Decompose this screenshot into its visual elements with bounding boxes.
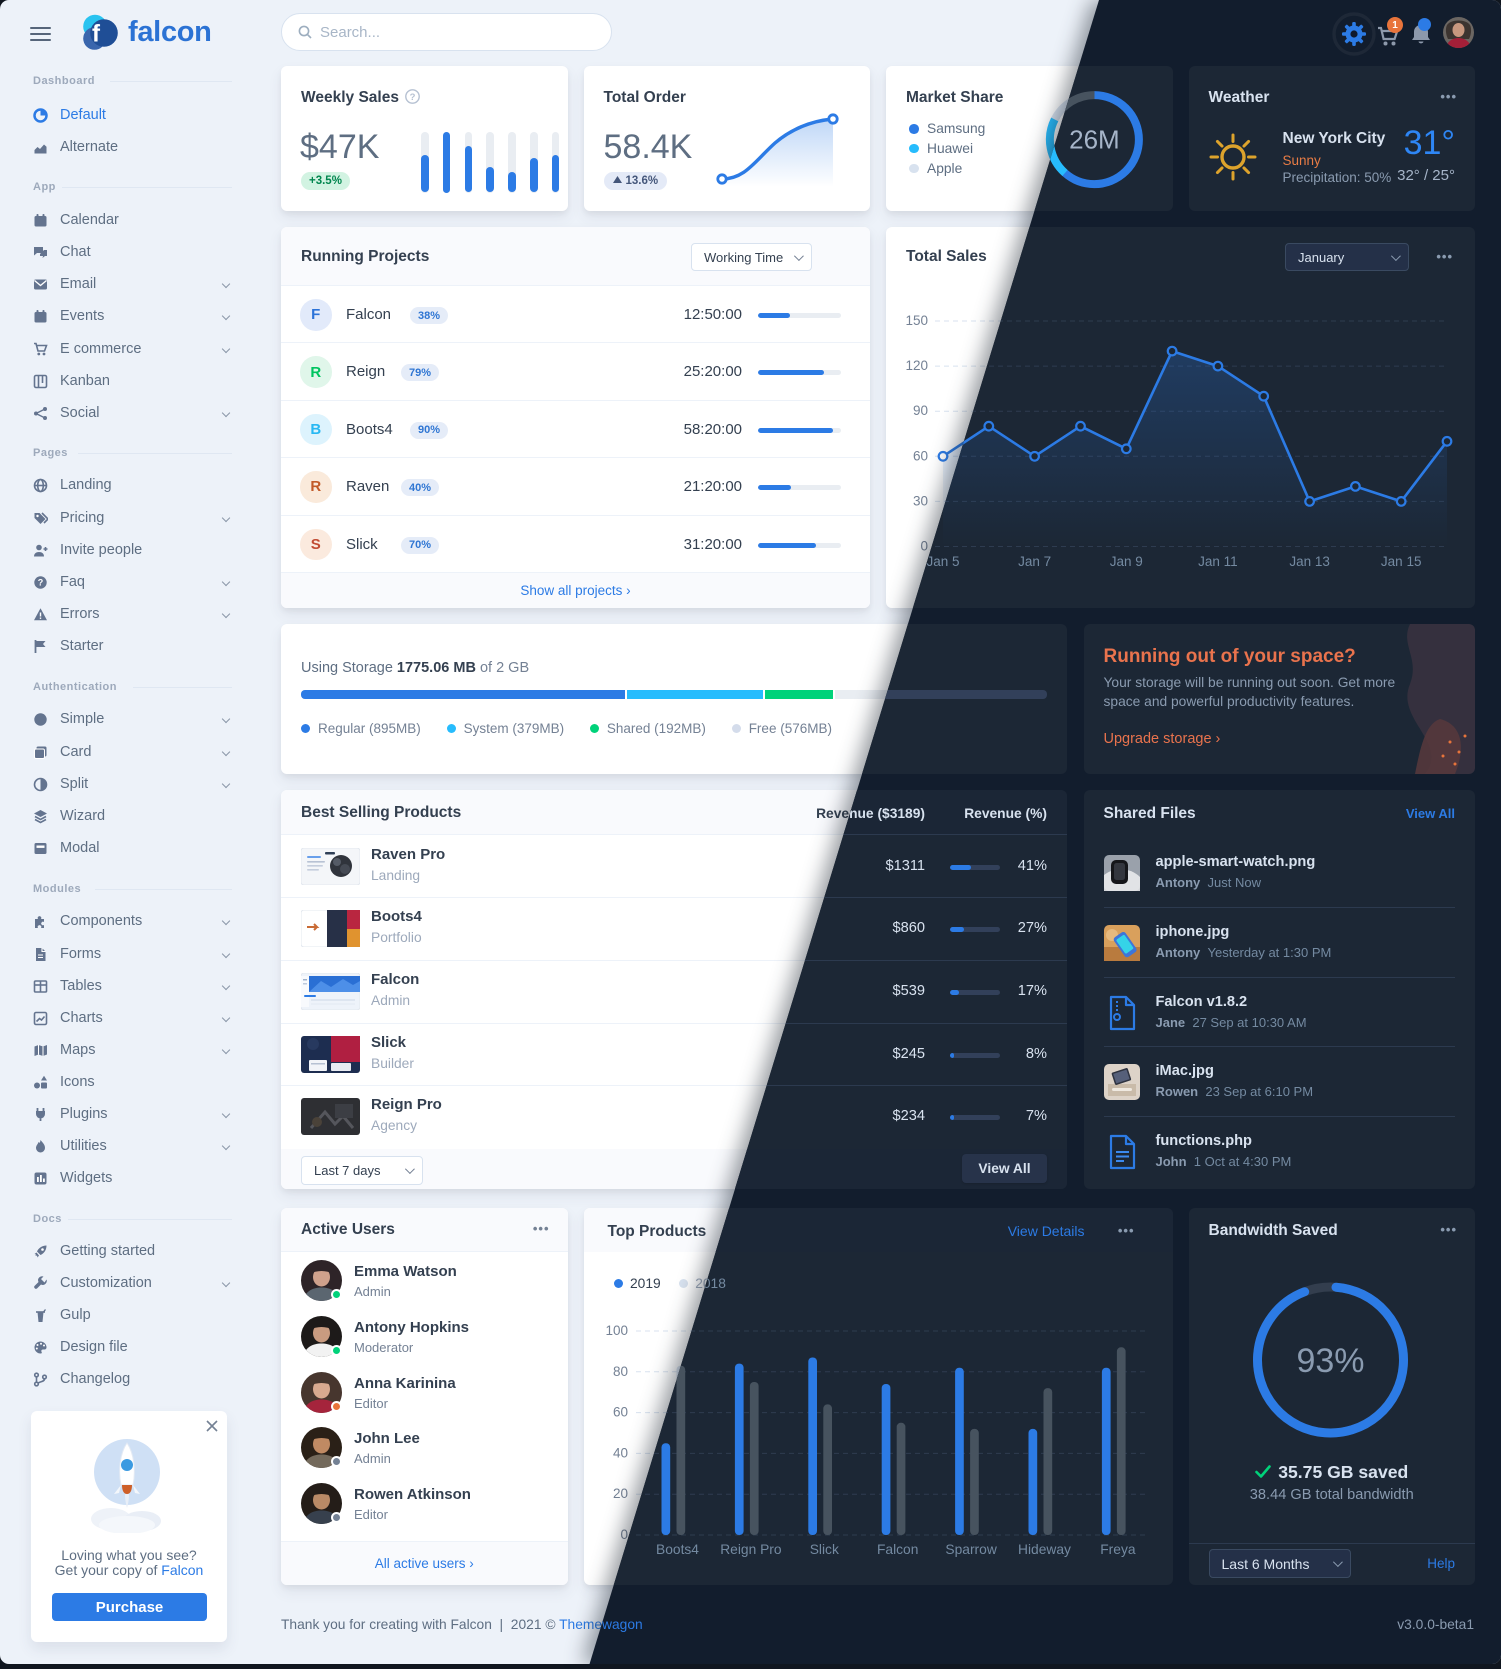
svg-text:Jan 13: Jan 13 [1289,554,1330,569]
svg-text:Jan 9: Jan 9 [1110,554,1143,569]
svg-text:Boots4: Boots4 [656,1542,699,1557]
svg-text:0: 0 [620,1527,628,1542]
svg-text:Sparrow: Sparrow [945,1542,996,1557]
svg-text:f: f [92,21,101,48]
svg-text:150: 150 [905,313,928,328]
svg-text:?: ? [410,92,416,103]
svg-text:30: 30 [913,493,928,508]
svg-text:100: 100 [605,1323,628,1338]
svg-text:40: 40 [612,1445,627,1460]
svg-text:0: 0 [920,539,928,554]
svg-text:100: 100 [605,1323,628,1338]
svg-text:20: 20 [612,1486,627,1501]
svg-text:Slick: Slick [809,1542,838,1557]
svg-text:60: 60 [913,448,928,463]
svg-text:93%: 93% [1296,1342,1364,1380]
svg-text:Jan 15: Jan 15 [1381,554,1422,569]
svg-text:Reign Pro: Reign Pro [720,1542,782,1557]
svg-text:150: 150 [905,313,928,328]
svg-text:Jan 7: Jan 7 [1018,554,1051,569]
svg-text:80: 80 [612,1364,627,1379]
svg-text:Freya: Freya [1100,1542,1136,1557]
svg-text:20: 20 [612,1486,627,1501]
svg-text:?: ? [410,92,416,103]
svg-text:f: f [92,21,101,48]
svg-text:0: 0 [620,1527,628,1542]
svg-text:Jan 11: Jan 11 [1198,554,1238,569]
svg-text:80: 80 [612,1364,627,1379]
svg-text:?: ? [38,577,44,587]
svg-text:Jan 5: Jan 5 [926,554,959,569]
svg-text:26M: 26M [1069,125,1120,155]
svg-text:0: 0 [920,539,928,554]
svg-text:60: 60 [612,1405,627,1420]
svg-text:60: 60 [612,1405,627,1420]
svg-text:30: 30 [913,493,928,508]
svg-text:120: 120 [905,358,928,373]
svg-text:120: 120 [905,358,928,373]
svg-text:60: 60 [913,448,928,463]
svg-text:40: 40 [612,1445,627,1460]
svg-text:90: 90 [913,403,928,418]
svg-text:90: 90 [913,403,928,418]
svg-text:?: ? [38,577,44,587]
svg-text:Falcon: Falcon [876,1542,917,1557]
svg-text:Hideway: Hideway [1018,1542,1071,1557]
